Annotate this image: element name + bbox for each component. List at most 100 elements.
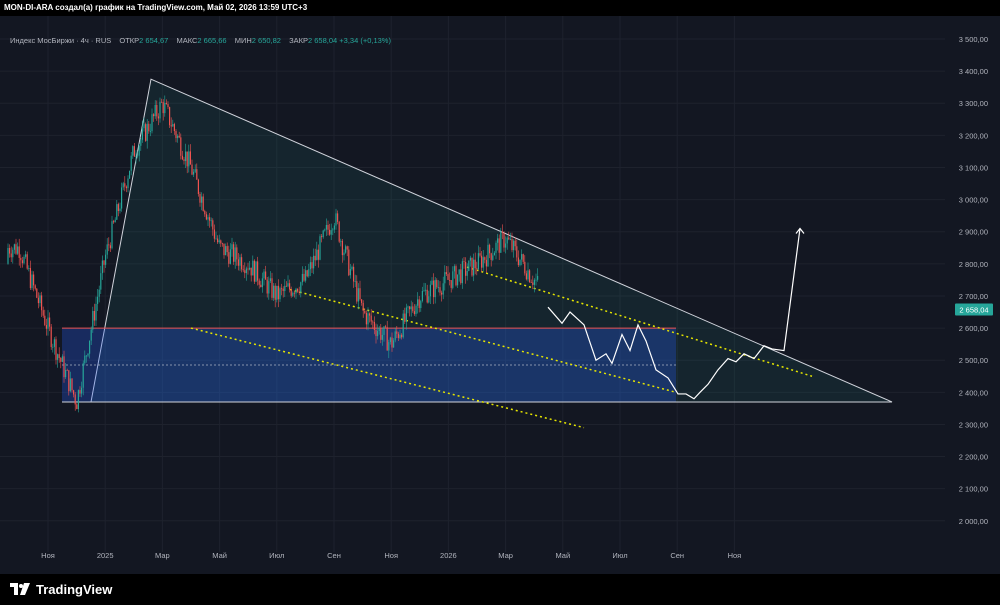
candle-body (10, 253, 12, 258)
candle-body (225, 246, 227, 256)
candle-body (271, 278, 273, 298)
candle-body (66, 369, 68, 371)
candle-body (44, 315, 46, 326)
candle-body (9, 247, 11, 254)
candle-body (405, 307, 407, 322)
candle-body (338, 221, 340, 242)
candle-body (87, 353, 89, 356)
candle-body (74, 394, 76, 405)
channel-mid-line (289, 288, 677, 394)
price-tick-label: 2 500,00 (959, 356, 988, 365)
candle-body (193, 171, 195, 175)
candle-body (169, 107, 171, 126)
candle-body (18, 246, 20, 258)
candle-body (423, 290, 425, 292)
time-tick-label: Май (555, 551, 570, 560)
candle-body (284, 285, 286, 291)
price-axis[interactable]: 3 500,00 3 400,00 3 300,00 3 200,00 3 100,00… (945, 16, 1000, 574)
candle-body (471, 257, 473, 276)
symbol-name[interactable]: Индекс МосБиржи · 4ч · RUS (10, 36, 112, 45)
candle-body (498, 238, 500, 253)
candle-body (391, 337, 393, 348)
tradingview-logo[interactable]: TradingView (10, 578, 112, 600)
candle-body (477, 253, 479, 270)
candle-body (354, 281, 356, 282)
candle-body (21, 260, 23, 264)
candle-body (250, 267, 252, 276)
time-tick-label: Июл (612, 551, 627, 560)
candle-body (26, 254, 28, 269)
candle-body (42, 310, 44, 316)
candle-body (453, 266, 455, 272)
candle-body (261, 278, 263, 288)
candle-body (141, 128, 143, 140)
candle-body (93, 310, 95, 321)
candle-body (140, 139, 142, 146)
candle-body (529, 270, 531, 283)
candle-body (452, 271, 454, 288)
candle-body (178, 135, 180, 138)
candle-body (226, 246, 228, 253)
candle-body (301, 273, 303, 283)
candle-body (428, 296, 430, 303)
candle-body (98, 289, 100, 297)
candle-body (458, 269, 460, 275)
candle-body (386, 327, 388, 351)
candle-body (449, 279, 451, 281)
candle-body (521, 254, 523, 260)
candle-body (180, 137, 182, 156)
candle-body (106, 244, 108, 255)
time-tick-label: 2026 (440, 551, 457, 560)
candle-body (20, 257, 22, 261)
candle-body (207, 217, 209, 220)
candle-body (442, 283, 444, 295)
candle-body (220, 240, 222, 244)
candle-body (217, 238, 219, 243)
candle-body (463, 261, 465, 263)
candle-body (404, 313, 406, 322)
candle-body (241, 257, 243, 270)
candle-body (212, 220, 214, 230)
candle-body (343, 252, 345, 256)
high-value: 2 665,66 (197, 36, 227, 45)
candle-body (231, 244, 233, 250)
time-tick-label: Июл (269, 551, 284, 560)
price-tick-label: 3 100,00 (959, 163, 988, 172)
candle-body (269, 278, 271, 282)
candle-body (394, 331, 396, 341)
candle-body (293, 292, 295, 294)
candle-body (154, 104, 156, 117)
candle-body (517, 257, 519, 266)
time-axis[interactable]: Ноя 2025 Мар Май Июл Сен Ноя 2026 Мар Май Июл Сен Но… (41, 551, 741, 560)
candle-body (101, 260, 103, 274)
candle-body (514, 240, 516, 247)
candle-body (479, 253, 481, 256)
price-chart[interactable]: 3 500,00 3 400,00 3 300,00 3 200,00 3 100,00… (0, 16, 1000, 574)
candle-body (37, 297, 39, 304)
candle-body (148, 123, 150, 132)
candle-body (95, 303, 97, 321)
candle-body (97, 296, 99, 304)
candle-body (185, 151, 187, 162)
support-zone (62, 328, 676, 402)
candle-body (164, 102, 166, 114)
candle-body (258, 280, 260, 285)
projection-arrowhead (795, 227, 805, 234)
candle-body (337, 213, 339, 222)
candle-body (489, 244, 491, 254)
candle-body (292, 292, 294, 296)
low-label: МИН (234, 36, 252, 45)
candle-body (132, 146, 134, 156)
candle-body (100, 273, 102, 290)
candle-body (202, 196, 204, 211)
candle-body (308, 269, 310, 277)
chart-area[interactable]: Индекс МосБиржи · 4ч · RUS ОТКР2 654,67 … (0, 16, 1000, 574)
price-tick-label: 2 600,00 (959, 324, 988, 333)
candle-body (396, 331, 398, 334)
candle-body (506, 237, 508, 244)
candle-body (513, 240, 515, 251)
candle-body (114, 219, 116, 223)
candle-body (201, 196, 203, 203)
candle-body (191, 164, 193, 175)
candle-body (524, 261, 526, 274)
